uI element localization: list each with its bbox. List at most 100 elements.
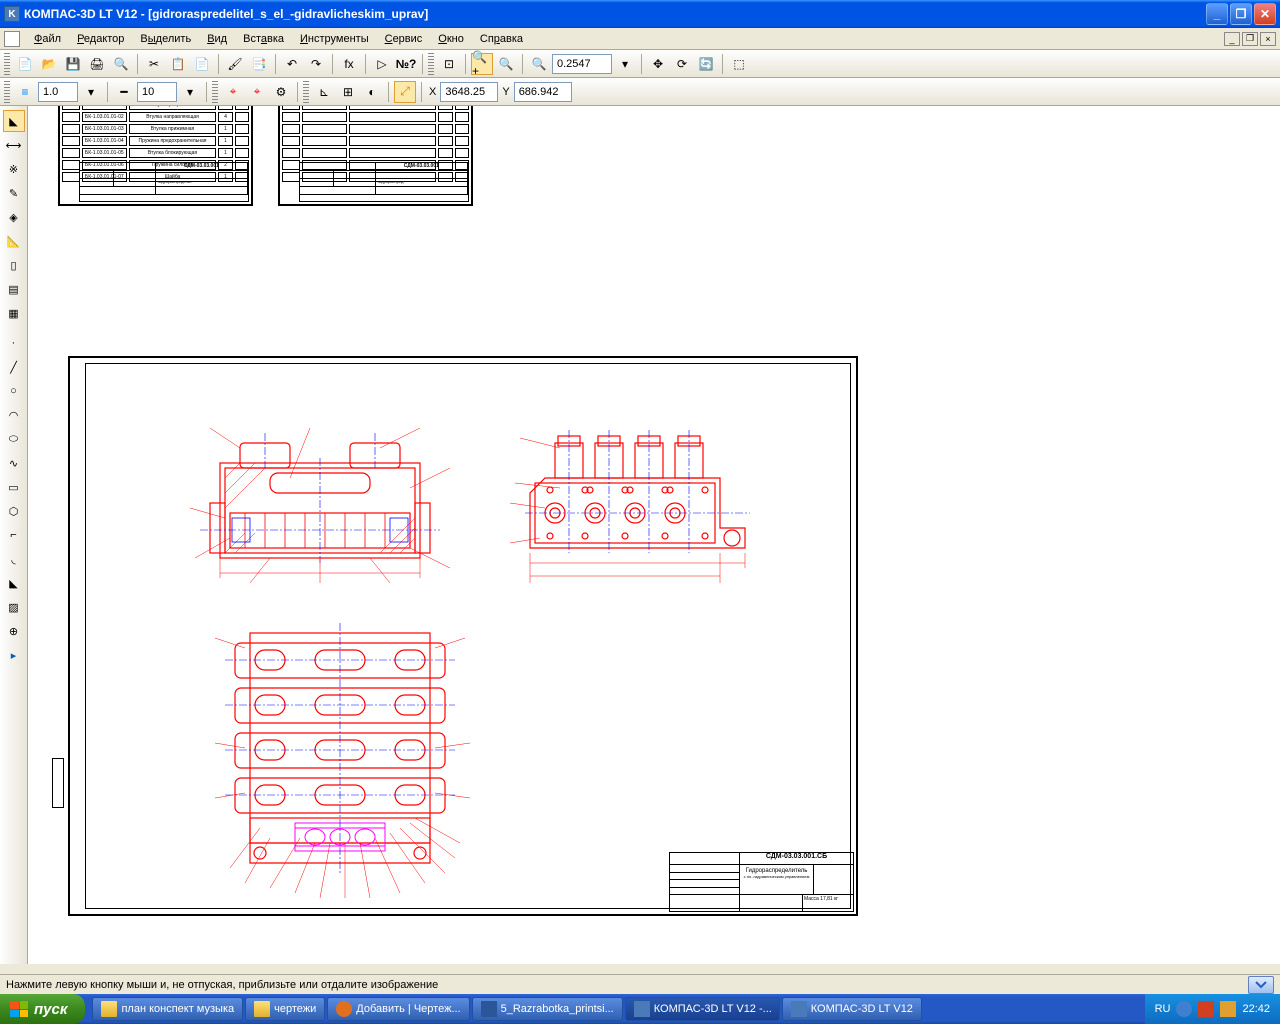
geometry-tab-icon[interactable]: ◣ [3, 110, 25, 132]
help-button[interactable]: ▷ [371, 53, 393, 75]
menu-tools[interactable]: Инструменты [292, 31, 377, 47]
zoom-fit-button[interactable]: ⊡ [438, 53, 460, 75]
taskbar-item[interactable]: чертежи [245, 997, 325, 1021]
zoom-window-button[interactable]: 🔍 [495, 53, 517, 75]
reports-tab-icon[interactable]: ▦ [3, 302, 25, 324]
spec-tab-icon[interactable]: ▤ [3, 278, 25, 300]
whatsthis-button[interactable]: №? [395, 53, 417, 75]
tray-icon[interactable] [1220, 1001, 1236, 1017]
properties-button[interactable]: 📑 [248, 53, 270, 75]
menu-service[interactable]: Сервис [377, 31, 431, 47]
cut-button[interactable]: ✂ [143, 53, 165, 75]
snap-settings-button[interactable]: ⚙ [270, 81, 292, 103]
undo-button[interactable]: ↶ [281, 53, 303, 75]
layer-input[interactable] [137, 82, 177, 102]
contour-tool-icon[interactable]: ⌐ [3, 524, 25, 546]
new-button[interactable]: 📄 [14, 53, 36, 75]
grid-button[interactable]: ⊞ [337, 81, 359, 103]
step-dropdown[interactable]: ▾ [80, 81, 102, 103]
polygon-tool-icon[interactable]: ⬡ [3, 500, 25, 522]
menu-select[interactable]: Выделить [132, 31, 199, 47]
drawing-view-section [170, 418, 470, 598]
print-button[interactable]: 🖨 [86, 53, 108, 75]
system-tray[interactable]: RU 22:42 [1145, 994, 1280, 1024]
drawing-canvas[interactable]: БК-1.03.01.01-01Втулка разрезная1 БК-1.0… [28, 106, 1280, 964]
rect-tool-icon[interactable]: ▭ [3, 476, 25, 498]
dimensions-tab-icon[interactable]: ⟷ [3, 134, 25, 156]
coord-x-input[interactable] [440, 82, 498, 102]
mdi-restore-button[interactable]: ❐ [1242, 32, 1258, 46]
taskbar-item[interactable]: Добавить | Чертеж... [327, 997, 469, 1021]
taskbar-item[interactable]: КОМПАС-3D LT V12 [782, 997, 922, 1021]
measure-tab-icon[interactable]: 📐 [3, 230, 25, 252]
line-tool-icon[interactable]: ╱ [3, 356, 25, 378]
snap-toggle-button[interactable]: ⌖ [246, 81, 268, 103]
symbols-tab-icon[interactable]: ※ [3, 158, 25, 180]
open-button[interactable]: 📂 [38, 53, 60, 75]
lcs-button[interactable]: ⤢ [394, 81, 416, 103]
layer-dropdown[interactable]: ▾ [179, 81, 201, 103]
preview-button[interactable]: 🔍 [110, 53, 132, 75]
menu-view[interactable]: Вид [199, 31, 235, 47]
tool-button[interactable]: ⬚ [728, 53, 750, 75]
scroll-down-button[interactable] [1248, 976, 1274, 994]
copy-button[interactable]: 📋 [167, 53, 189, 75]
menu-window[interactable]: Окно [430, 31, 472, 47]
menu-file[interactable]: Файл [26, 31, 69, 47]
start-button[interactable]: пуск [0, 994, 85, 1024]
toolbar-grip[interactable] [212, 81, 218, 103]
snap-button[interactable]: ⌖ [222, 81, 244, 103]
zoom-in-button[interactable]: 🔍+ [471, 53, 493, 75]
style-button[interactable]: ≡ [14, 81, 36, 103]
paste-button[interactable]: 📄 [191, 53, 213, 75]
maximize-button[interactable]: ❐ [1230, 3, 1252, 25]
minimize-button[interactable]: _ [1206, 3, 1228, 25]
params-tab-icon[interactable]: ◈ [3, 206, 25, 228]
refresh-button[interactable]: 🔄 [695, 53, 717, 75]
copy-props-button[interactable]: 🖌 [224, 53, 246, 75]
expand-icon[interactable]: ▸ [3, 644, 25, 666]
linestyle-button[interactable]: ━ [113, 81, 135, 103]
tray-icon[interactable] [1176, 1001, 1192, 1017]
pan-button[interactable]: ✥ [647, 53, 669, 75]
save-button[interactable]: 💾 [62, 53, 84, 75]
coord-y-input[interactable] [514, 82, 572, 102]
document-icon[interactable] [4, 31, 20, 47]
menu-editor[interactable]: Редактор [69, 31, 132, 47]
point-tool-icon[interactable]: · [3, 332, 25, 354]
tray-icon[interactable] [1198, 1001, 1214, 1017]
ellipse-tool-icon[interactable]: ⬭ [3, 428, 25, 450]
circle-tool-icon[interactable]: ○ [3, 380, 25, 402]
ortho-button[interactable]: ⊾ [313, 81, 335, 103]
redo-button[interactable]: ↷ [305, 53, 327, 75]
clock[interactable]: 22:42 [1242, 1003, 1270, 1015]
spline-tool-icon[interactable]: ∿ [3, 452, 25, 474]
zoom-scale-button[interactable]: 🔍 [528, 53, 550, 75]
hatch-tool-icon[interactable]: ▨ [3, 596, 25, 618]
toolbar-grip[interactable] [4, 81, 10, 103]
zoom-dropdown[interactable]: ▾ [614, 53, 636, 75]
round-button[interactable]: ◐ [361, 81, 383, 103]
rebuild-button[interactable]: ⟳ [671, 53, 693, 75]
zoom-input[interactable] [552, 54, 612, 74]
language-indicator[interactable]: RU [1155, 1003, 1171, 1015]
toolbar-grip[interactable] [428, 53, 434, 75]
mdi-close-button[interactable]: × [1260, 32, 1276, 46]
axis-tool-icon[interactable]: ⊕ [3, 620, 25, 642]
variables-button[interactable]: fx [338, 53, 360, 75]
toolbar-grip[interactable] [303, 81, 309, 103]
chamfer-tool-icon[interactable]: ◣ [3, 572, 25, 594]
close-button[interactable]: ✕ [1254, 3, 1276, 25]
step-input[interactable] [38, 82, 78, 102]
taskbar-item[interactable]: КОМПАС-3D LT V12 -... [625, 997, 780, 1021]
taskbar-item[interactable]: план конспект музыка [92, 997, 243, 1021]
fillet-tool-icon[interactable]: ◟ [3, 548, 25, 570]
menu-insert[interactable]: Вставка [235, 31, 292, 47]
menu-help[interactable]: Справка [472, 31, 531, 47]
mdi-minimize-button[interactable]: _ [1224, 32, 1240, 46]
taskbar-item[interactable]: 5_Razrabotka_printsi... [472, 997, 623, 1021]
select-tab-icon[interactable]: ▯ [3, 254, 25, 276]
edit-tab-icon[interactable]: ✎ [3, 182, 25, 204]
arc-tool-icon[interactable]: ◠ [3, 404, 25, 426]
toolbar-grip[interactable] [4, 53, 10, 75]
